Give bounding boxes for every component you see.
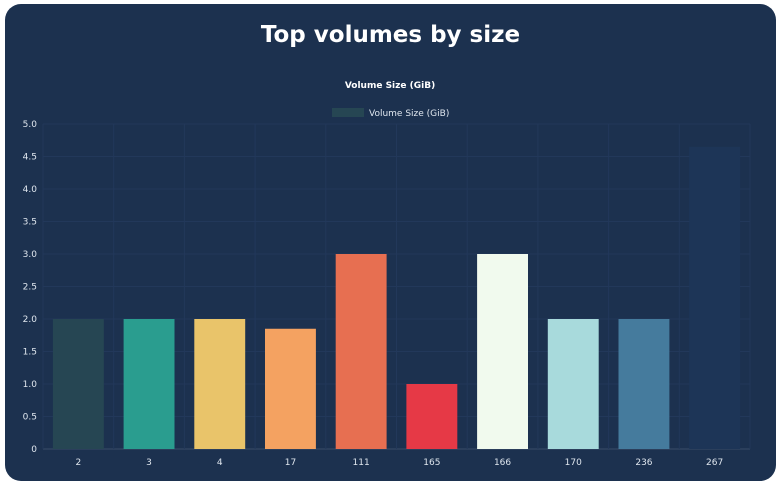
chart-card: Top volumes by size Volume Size (GiB) Vo… [5, 4, 776, 481]
y-tick-label: 3.0 [23, 250, 38, 260]
x-tick-label: 170 [565, 458, 582, 468]
x-tick-label: 111 [353, 458, 370, 468]
bar-3[interactable] [123, 319, 175, 449]
y-tick-label: 0.5 [23, 413, 37, 423]
x-axis: 2 3 4 17 111 165 166 170 236 267 [75, 458, 723, 468]
y-tick-label: 2.0 [23, 315, 38, 325]
x-tick-label: 267 [706, 458, 723, 468]
x-tick-label: 236 [635, 458, 652, 468]
x-tick-label: 4 [217, 458, 223, 468]
bar-236[interactable] [618, 319, 670, 449]
bar-111[interactable] [335, 254, 387, 449]
bar-chart: Volume Size (GiB) Volume Size (GiB) 0 0.5… [23, 81, 751, 468]
bar-165[interactable] [406, 384, 458, 449]
y-tick-label: 2.5 [23, 283, 37, 293]
legend-swatch [332, 108, 364, 117]
x-tick-label: 17 [285, 458, 296, 468]
y-tick-label: 1.5 [23, 348, 37, 358]
y-tick-label: 4.5 [23, 153, 37, 163]
x-tick-label: 2 [75, 458, 81, 468]
y-axis: 0 0.5 1.0 1.5 2.0 2.5 3.0 3.5 4.0 4.5 5.0 [23, 120, 38, 455]
chart-title: Volume Size (GiB) [345, 81, 435, 91]
legend-label: Volume Size (GiB) [369, 109, 449, 119]
legend[interactable]: Volume Size (GiB) [332, 108, 449, 119]
y-tick-label: 0 [31, 445, 37, 455]
bars [52, 146, 741, 449]
bar-4[interactable] [194, 319, 246, 449]
bar-166[interactable] [477, 254, 529, 449]
bar-17[interactable] [264, 328, 316, 449]
x-tick-label: 166 [494, 458, 511, 468]
bar-2[interactable] [52, 319, 104, 449]
y-tick-label: 1.0 [23, 380, 38, 390]
x-tick-label: 165 [423, 458, 440, 468]
card-title: Top volumes by size [260, 22, 521, 48]
x-tick-label: 3 [146, 458, 152, 468]
y-tick-label: 5.0 [23, 120, 38, 130]
y-tick-label: 4.0 [23, 185, 38, 195]
bar-170[interactable] [547, 319, 599, 449]
bar-267[interactable] [689, 146, 741, 449]
y-tick-label: 3.5 [23, 218, 37, 228]
